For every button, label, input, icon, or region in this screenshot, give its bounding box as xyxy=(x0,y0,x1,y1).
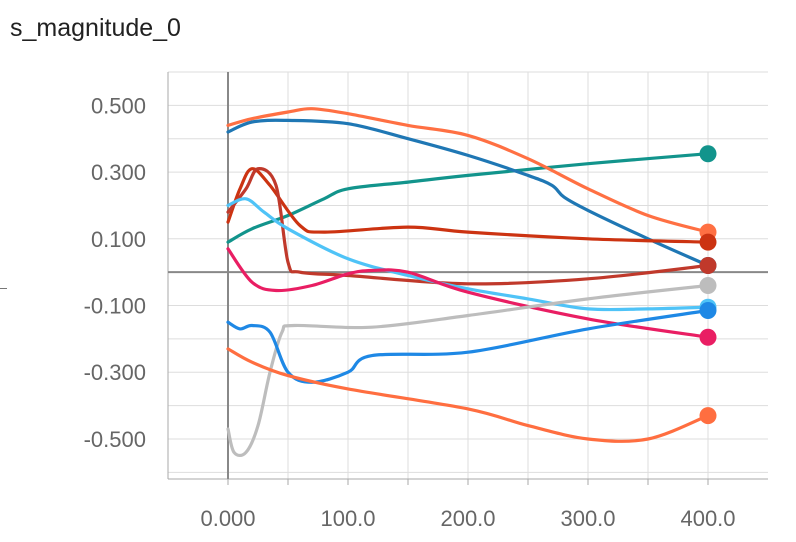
axes-group xyxy=(167,72,768,485)
series-line-8 xyxy=(226,283,710,458)
series-endpoint-marker-10 xyxy=(699,407,717,425)
y-tick-label: 0.100 xyxy=(91,227,146,252)
series-endpoint-marker-1 xyxy=(699,145,717,163)
endpoint-markers-group xyxy=(699,145,717,425)
series-endpoint-marker-5 xyxy=(699,256,717,274)
collapsed-axis-tick xyxy=(0,288,7,289)
series-line-6 xyxy=(226,197,710,312)
series-line-9 xyxy=(226,308,710,384)
y-tick-label: 0.500 xyxy=(91,93,146,118)
tick-labels-group: 0.500 0.300 0.100 -0.100 -0.300 -0.500 0.000 10… xyxy=(84,93,736,531)
series-group xyxy=(226,107,710,458)
x-tick-label: 100.0 xyxy=(320,506,375,531)
y-tick-label: 0.300 xyxy=(91,160,146,185)
series-endpoint-marker-9 xyxy=(699,302,717,320)
y-tick-label: -0.100 xyxy=(84,294,146,319)
x-tick-label: 300.0 xyxy=(560,506,615,531)
series-line-10 xyxy=(226,347,710,443)
series-line-4 xyxy=(226,167,710,244)
y-tick-label: -0.300 xyxy=(84,360,146,385)
x-tick-label: 400.0 xyxy=(680,506,735,531)
series-endpoint-marker-4 xyxy=(699,233,717,251)
series-line-5 xyxy=(226,167,710,286)
series-endpoint-marker-7 xyxy=(699,328,717,346)
x-tick-label: 200.0 xyxy=(440,506,495,531)
x-tick-label: 0.000 xyxy=(200,506,255,531)
series-line-3 xyxy=(226,118,710,268)
series-line-1 xyxy=(226,152,710,244)
series-line-2 xyxy=(226,107,710,234)
y-tick-label: -0.500 xyxy=(84,427,146,452)
chart-title: s_magnitude_0 xyxy=(10,14,181,42)
series-endpoint-marker-8 xyxy=(699,277,717,295)
grid-group xyxy=(168,71,768,479)
series-line-7 xyxy=(226,247,710,339)
